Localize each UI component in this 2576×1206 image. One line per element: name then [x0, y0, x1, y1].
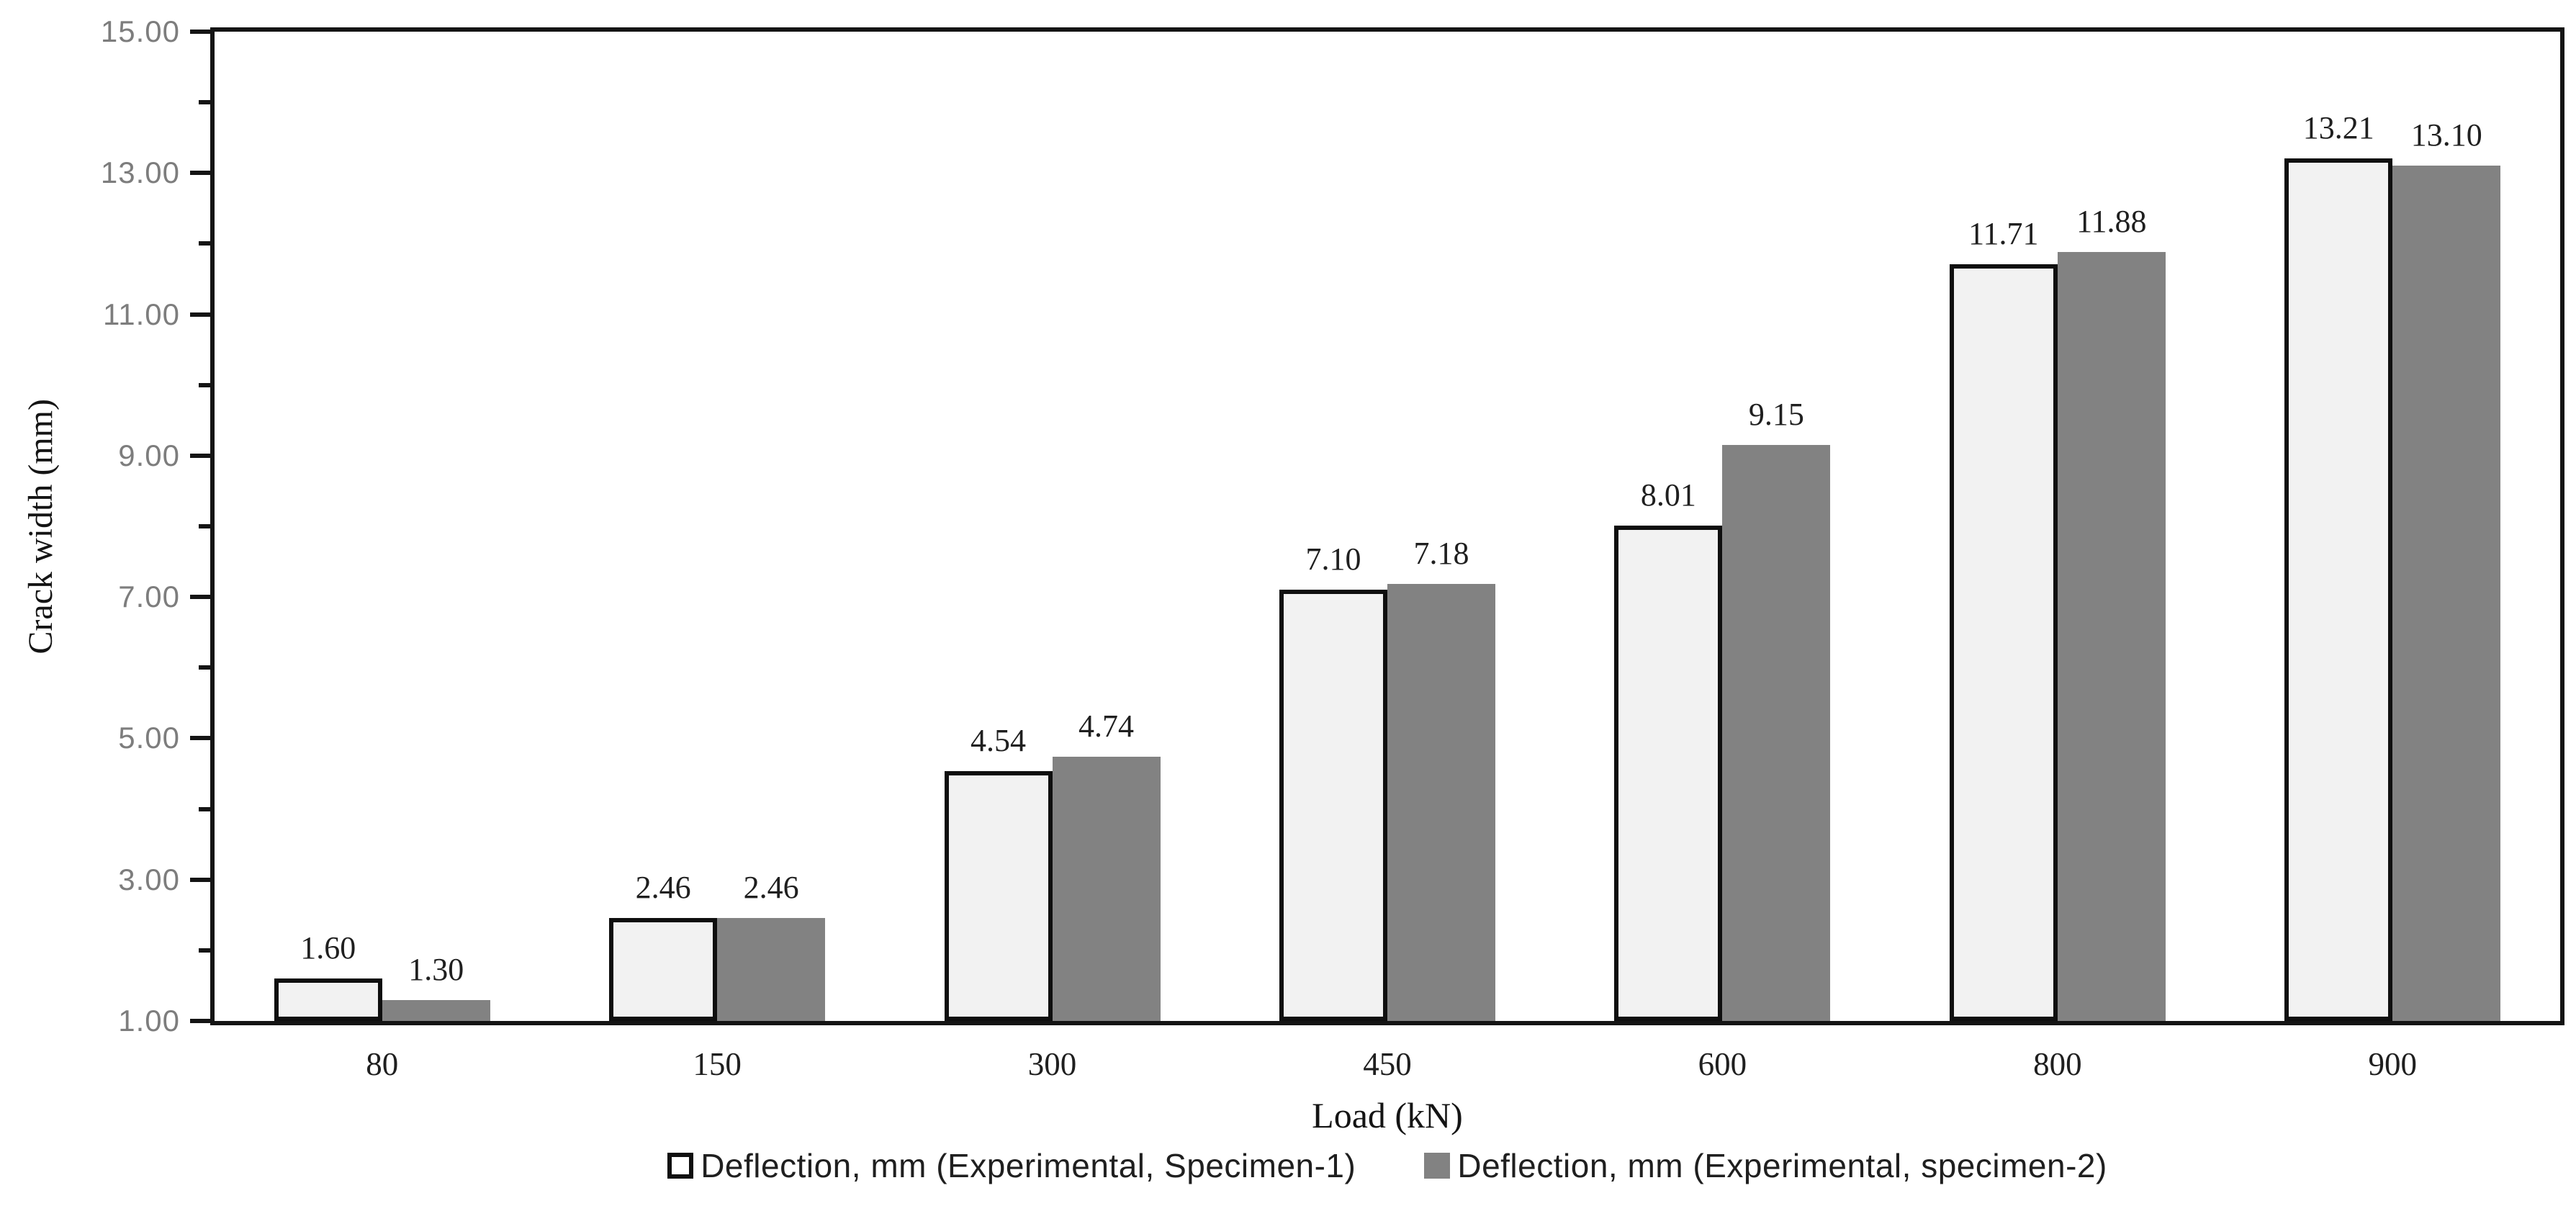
bar-value-label: 11.88	[2076, 204, 2147, 239]
bar-value-label: 13.10	[2410, 117, 2482, 153]
bar-group-800: 11.71 11.88	[1890, 32, 2225, 1021]
bar-specimen1-800	[1949, 264, 2058, 1021]
y-axis-minor-tick	[199, 100, 210, 105]
bar-value-label: 4.54	[970, 723, 1027, 758]
y-axis-tick-label: 9.00	[118, 438, 180, 472]
x-axis-tick-labels: 80 150 300 450 600 800 900	[215, 1045, 2560, 1083]
y-axis-major-tick	[190, 30, 210, 34]
bar-group-900: 13.21 13.10	[2225, 32, 2560, 1021]
bar-value-label: 11.71	[1968, 216, 2039, 251]
bar-specimen2-450	[1387, 584, 1495, 1021]
x-axis-tick-label-150: 150	[693, 1046, 742, 1082]
x-axis-tick-label-900: 900	[2368, 1046, 2417, 1082]
plot-area: 1.60 1.30 2.46 2.46 4.54 4.74 7.10 7.18 8.01 9.15…	[210, 27, 2564, 1025]
bar-value-label: 13.21	[2302, 110, 2374, 145]
bar-specimen2-600	[1722, 445, 1831, 1021]
y-axis-tick-label: 13.00	[100, 156, 180, 190]
bar-specimen1-80	[274, 978, 382, 1021]
y-axis-major-tick	[190, 595, 210, 600]
bar-specimen1-300	[944, 771, 1053, 1021]
x-axis-tick-label-450: 450	[1363, 1046, 1412, 1082]
x-axis-tick-label-600: 600	[1698, 1046, 1747, 1082]
y-axis-minor-tick	[199, 665, 210, 670]
bar-value-label: 8.01	[1640, 477, 1696, 513]
legend-label-specimen1: Deflection, mm (Experimental, Specimen-1…	[701, 1147, 1356, 1184]
x-axis-tick-label-80: 80	[366, 1046, 399, 1082]
y-axis-tick-label: 1.00	[118, 1004, 180, 1038]
legend-item-specimen1: Deflection, mm (Experimental, Specimen-1…	[667, 1146, 1356, 1185]
legend-marker-specimen2-icon	[1424, 1153, 1451, 1179]
bar-specimen1-450	[1279, 590, 1387, 1021]
legend-label-specimen2: Deflection, mm (Experimental, specimen-2…	[1457, 1147, 2107, 1184]
bar-group-600: 8.01 9.15	[1555, 32, 1890, 1021]
x-axis-tick-label-800: 800	[2033, 1046, 2082, 1082]
y-axis-minor-tick	[199, 382, 210, 387]
y-axis-major-tick	[190, 453, 210, 458]
bar-group-80: 1.60 1.30	[215, 32, 549, 1021]
bar-specimen2-150	[717, 918, 826, 1021]
y-axis-minor-tick	[199, 524, 210, 528]
plot-inner: 1.60 1.30 2.46 2.46 4.54 4.74 7.10 7.18 8.01 9.15…	[215, 32, 2560, 1021]
bar-value-label: 1.30	[408, 952, 464, 987]
bar-value-label: 2.46	[635, 870, 691, 905]
y-axis-minor-tick	[199, 806, 210, 811]
y-axis-major-tick	[190, 877, 210, 882]
y-axis-major-tick	[190, 171, 210, 176]
y-axis-tick-label: 7.00	[118, 580, 180, 614]
y-axis-title-text: Crack width (mm)	[21, 398, 60, 654]
y-axis-tick-label: 3.00	[118, 862, 180, 896]
y-axis-tick-label: 15.00	[100, 14, 180, 48]
bar-group-150: 2.46 2.46	[549, 32, 884, 1021]
bar-group-450: 7.10 7.18	[1220, 32, 1554, 1021]
x-axis-tick-label-300: 300	[1027, 1046, 1077, 1082]
y-axis-tick-label: 11.00	[103, 297, 180, 331]
bar-specimen2-800	[2057, 252, 2166, 1021]
bar-specimen1-900	[2284, 158, 2393, 1021]
bar-group-300: 4.54 4.74	[885, 32, 1220, 1021]
y-axis-major-tick	[190, 312, 210, 317]
bar-value-label: 4.74	[1078, 708, 1135, 744]
bar-specimen2-80	[382, 1000, 490, 1021]
y-axis-minor-tick	[199, 948, 210, 953]
bar-specimen2-300	[1052, 757, 1161, 1021]
bar-value-label: 1.60	[300, 930, 356, 966]
legend-marker-specimen1-icon	[667, 1153, 694, 1179]
bar-value-label: 2.46	[743, 870, 799, 905]
bar-value-label: 9.15	[1748, 397, 1804, 432]
bar-specimen2-900	[2392, 166, 2501, 1021]
bar-value-label: 7.10	[1305, 541, 1361, 577]
bar-specimen1-600	[1614, 526, 1723, 1021]
y-axis-major-tick	[190, 1019, 210, 1023]
legend-item-specimen2: Deflection, mm (Experimental, specimen-2…	[1424, 1146, 2107, 1185]
y-axis-tick-label: 5.00	[118, 721, 180, 755]
y-axis-minor-tick	[199, 241, 210, 246]
bar-value-label: 7.18	[1413, 536, 1469, 571]
legend: Deflection, mm (Experimental, Specimen-1…	[210, 1146, 2564, 1185]
y-axis-major-tick	[190, 736, 210, 741]
x-axis-title: Load (kN)	[1312, 1095, 1463, 1135]
bar-specimen1-150	[609, 918, 718, 1021]
